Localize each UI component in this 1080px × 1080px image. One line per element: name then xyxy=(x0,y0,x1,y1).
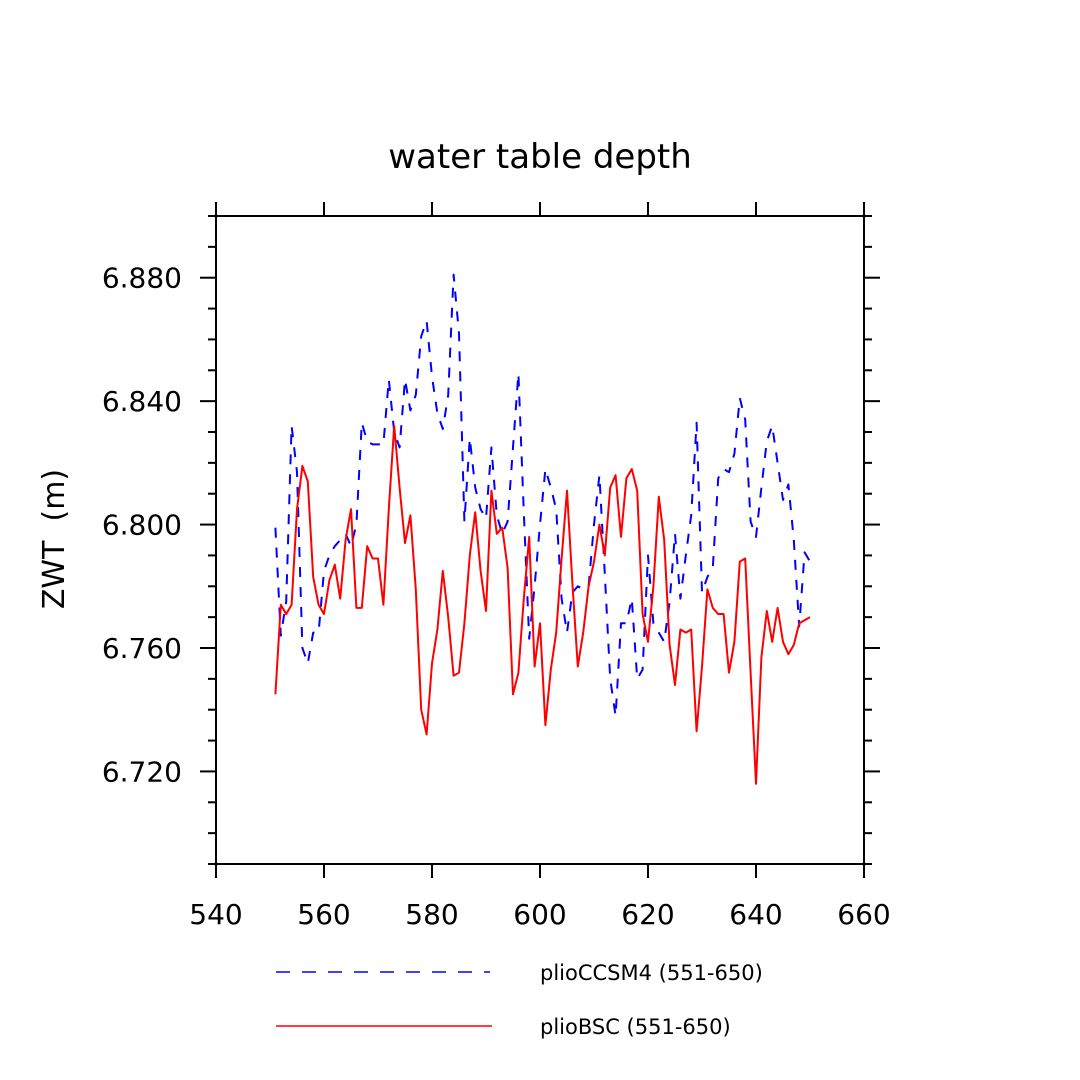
y-tick-label: 6.760 xyxy=(102,632,182,665)
y-axis-label: ZWT (m) xyxy=(37,469,72,609)
x-tick-label: 580 xyxy=(405,898,458,931)
axis-layer: 540 560 580 600 620 640 660 6.720 6.760 6.800 6.84… xyxy=(102,202,891,931)
x-tick-label: 660 xyxy=(837,898,890,931)
y-tick-label: 6.800 xyxy=(102,509,182,542)
series-layer xyxy=(274,273,811,785)
x-tick-label: 600 xyxy=(513,898,566,931)
x-tick-label: 540 xyxy=(189,898,242,931)
x-tick-label: 620 xyxy=(621,898,674,931)
legend-label-pliocCSM4: plioCCSM4 (551-650) xyxy=(540,961,763,985)
y-tick-label: 6.880 xyxy=(102,262,182,295)
series-line-1 xyxy=(274,424,811,785)
legend: plioCCSM4 (551-650) plioBSC (551-650) xyxy=(276,961,763,1039)
y-tick-label: 6.720 xyxy=(102,755,182,788)
y-tick-label: 6.840 xyxy=(102,385,182,418)
legend-label-pliobsc: plioBSC (551-650) xyxy=(540,1015,731,1039)
x-tick-label: 640 xyxy=(729,898,782,931)
series-line-0 xyxy=(274,273,811,717)
chart-title: water table depth xyxy=(388,137,692,177)
x-tick-label: 560 xyxy=(297,898,350,931)
